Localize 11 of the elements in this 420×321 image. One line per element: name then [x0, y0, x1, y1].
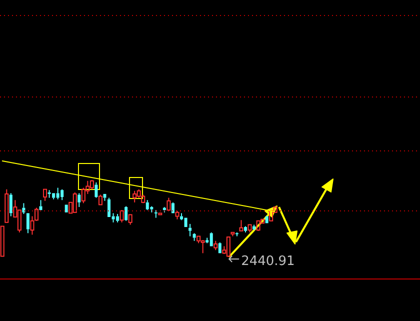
candlestick	[192, 232, 196, 242]
annotation: 2440.91	[241, 254, 295, 270]
candlestick	[244, 226, 247, 233]
candlestick	[78, 192, 81, 208]
candlestick	[56, 187, 60, 200]
candlestick	[9, 192, 12, 217]
candlestick	[124, 206, 128, 222]
candlestick	[48, 190, 51, 198]
candlestick	[150, 206, 154, 213]
candlestick	[188, 223, 192, 237]
candlestick	[22, 202, 26, 214]
